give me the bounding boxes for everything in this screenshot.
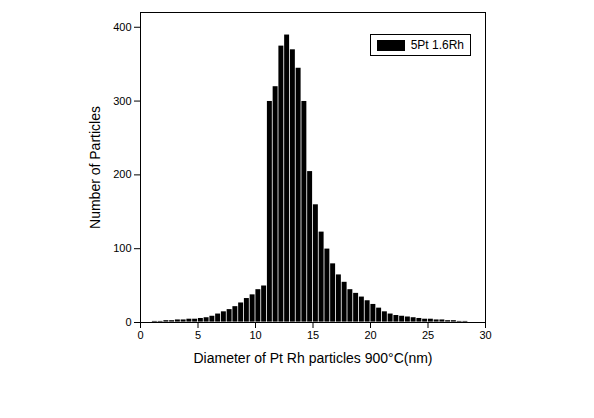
svg-text:10: 10 [249,329,261,341]
svg-text:0: 0 [137,329,143,341]
svg-text:30: 30 [479,329,491,341]
svg-text:Diameter of Pt Rh particles 90: Diameter of Pt Rh particles 900°C(nm) [193,350,432,366]
svg-text:0: 0 [125,316,131,328]
svg-text:15: 15 [307,329,319,341]
svg-text:Number of Particles: Number of Particles [87,106,103,229]
html-text:5Pt 1.6Rh: 5Pt 1.6Rh [410,38,464,52]
svg-text:25: 25 [422,329,434,341]
svg-text:200: 200 [113,168,131,180]
svg-text:5: 5 [195,329,201,341]
svg-text:100: 100 [113,242,131,254]
svg-text:20: 20 [364,329,376,341]
svg-text:300: 300 [113,95,131,107]
svg-text:400: 400 [113,21,131,33]
